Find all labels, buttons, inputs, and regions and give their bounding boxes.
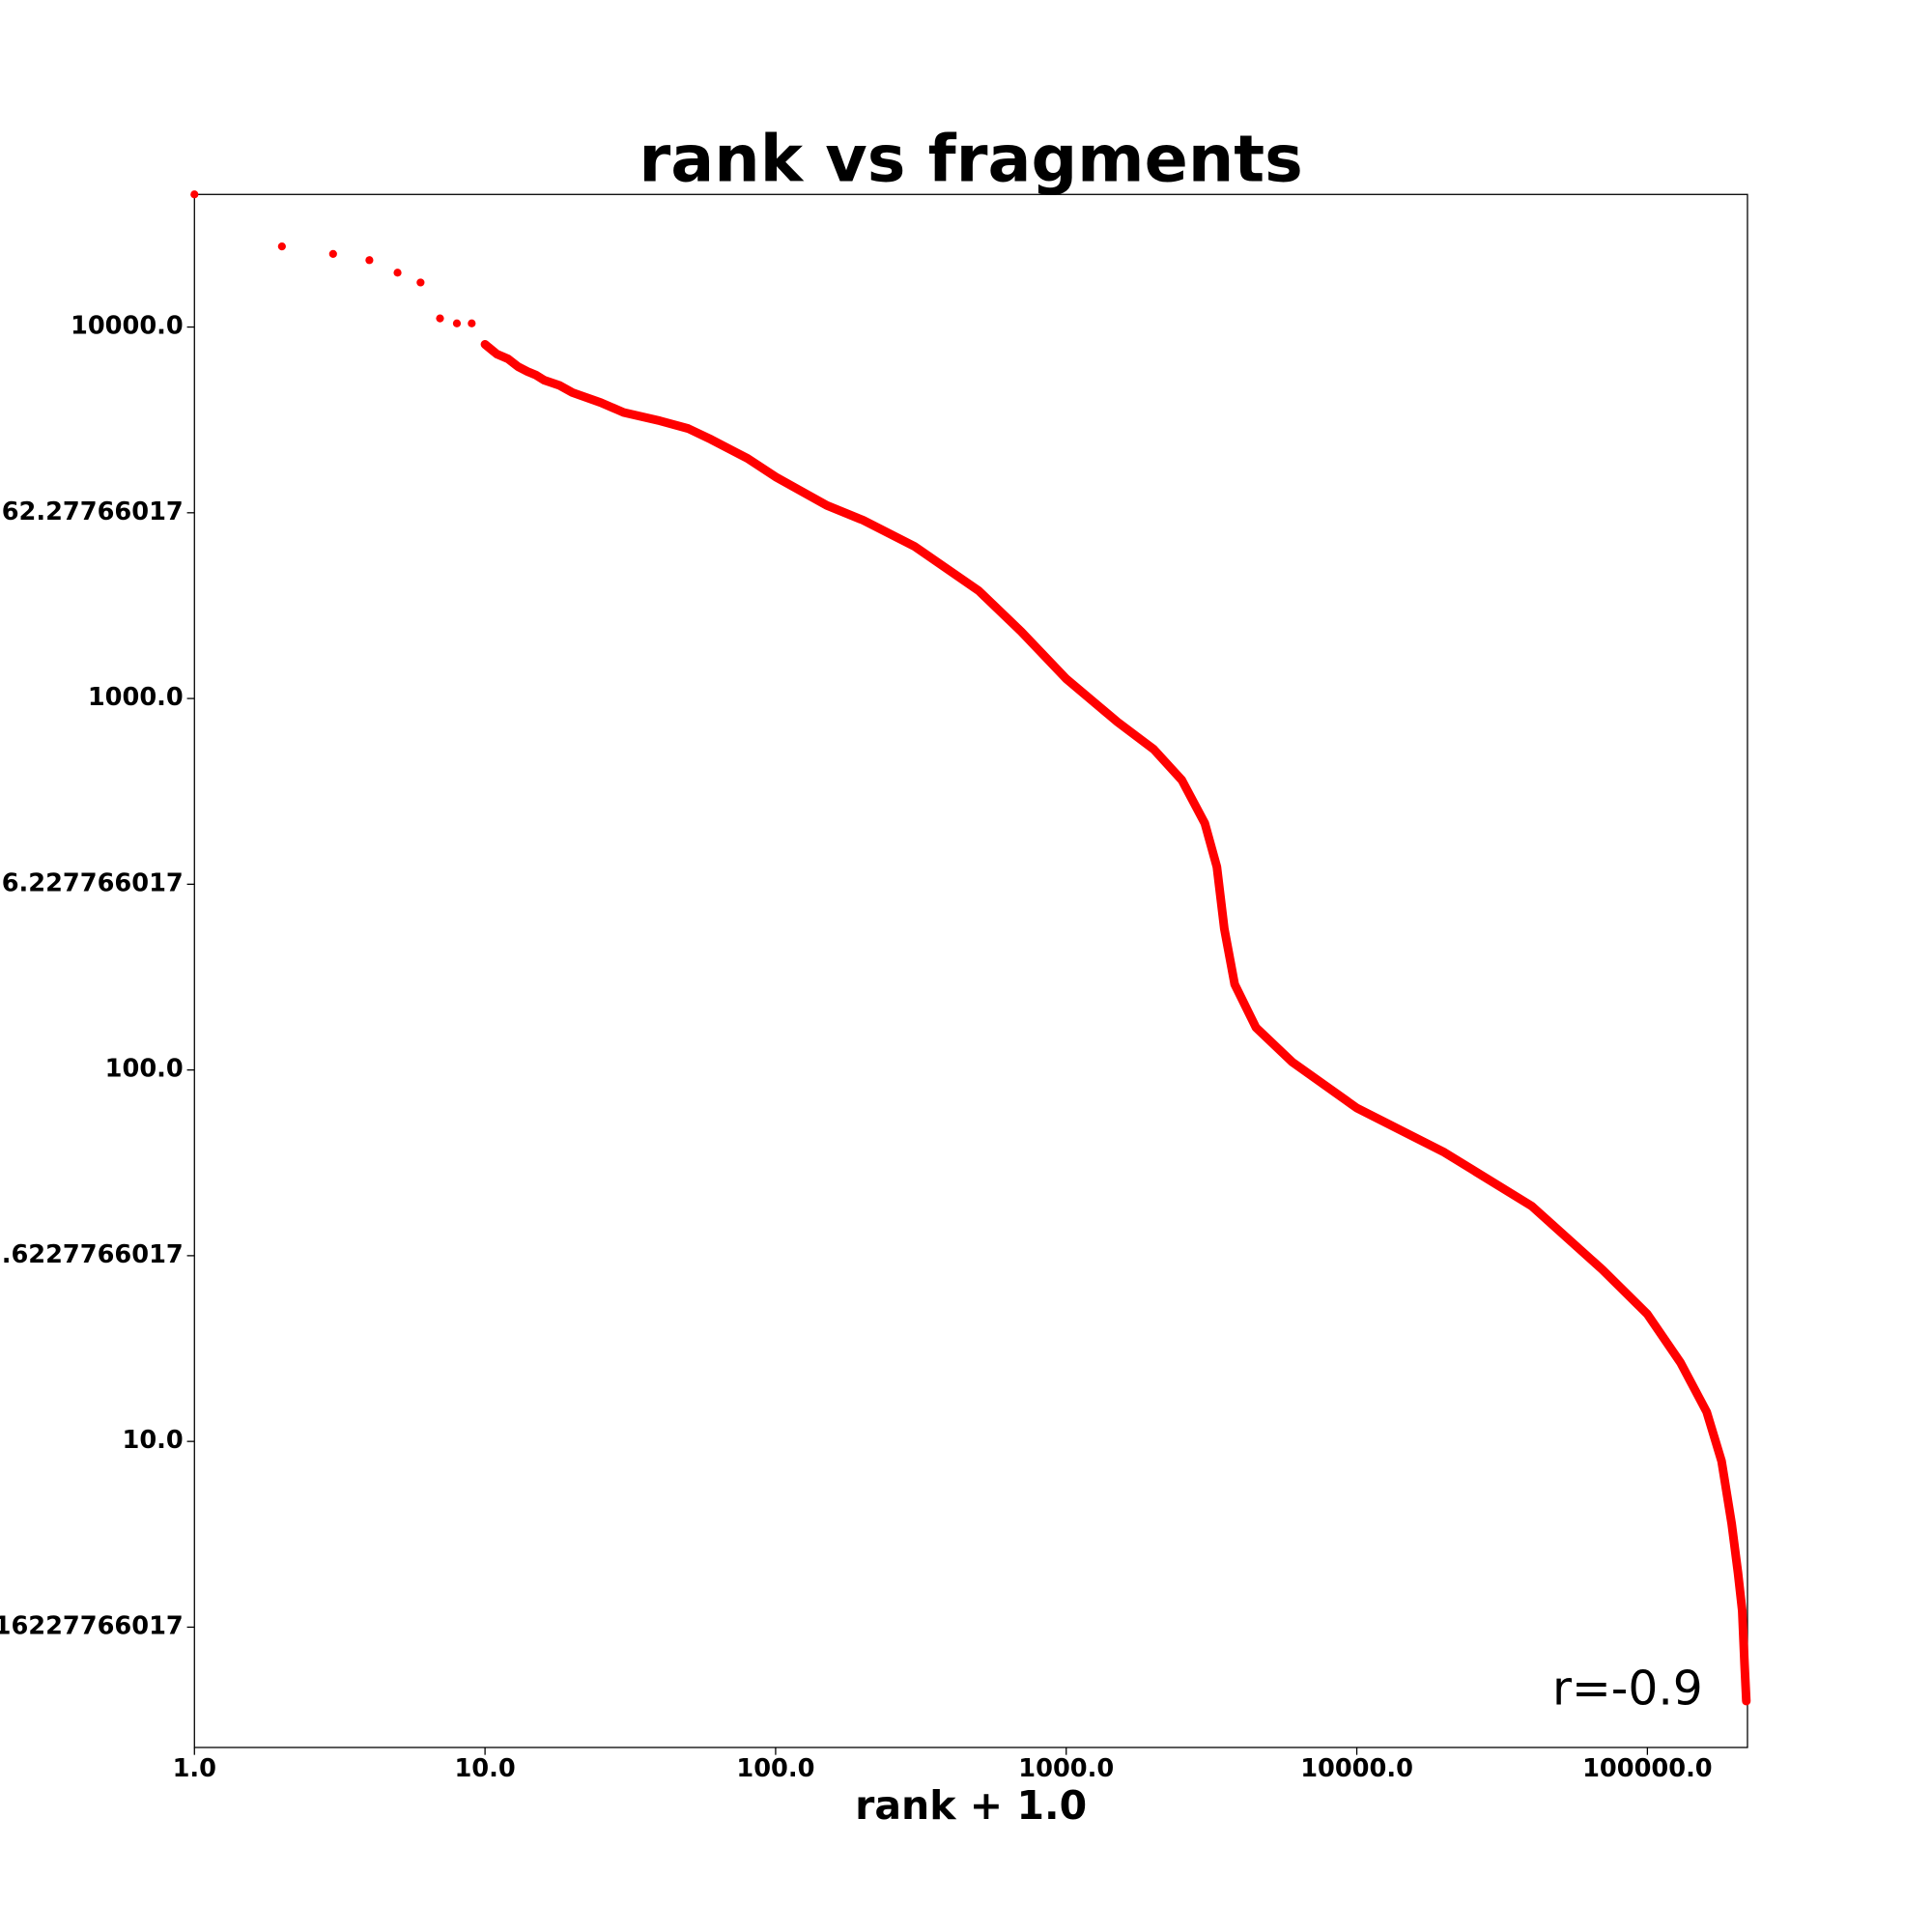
point: [1252, 1023, 1261, 1032]
point: [514, 362, 523, 371]
point: [910, 542, 919, 551]
point: [1676, 1358, 1685, 1367]
point: [523, 367, 532, 376]
point: [493, 350, 501, 358]
x-tick-label: 10.0: [454, 1754, 515, 1783]
point: [1440, 1148, 1449, 1157]
point: [1738, 1606, 1747, 1615]
point: [1201, 819, 1209, 828]
point: [393, 269, 402, 277]
point: [554, 381, 563, 389]
x-tick-label: 1000.0: [1018, 1754, 1114, 1783]
point: [1742, 1696, 1750, 1706]
point: [416, 278, 425, 287]
point: [975, 586, 983, 595]
point: [452, 319, 462, 327]
point: [1527, 1202, 1536, 1210]
point: [684, 424, 693, 433]
point: [1231, 980, 1239, 989]
x-tick-label: 100.0: [736, 1754, 814, 1783]
point: [436, 314, 444, 323]
data-curve: [480, 340, 1751, 1706]
point: [277, 242, 286, 251]
point: [540, 376, 549, 384]
point: [1643, 1310, 1652, 1319]
point: [531, 371, 541, 380]
y-tick-label: 1000.0: [88, 683, 184, 712]
point: [468, 319, 476, 327]
point: [596, 398, 605, 407]
plot-frame: [193, 193, 1748, 1748]
point: [1150, 745, 1158, 753]
x-axis-label: rank + 1.0: [855, 1782, 1087, 1829]
point: [1017, 627, 1026, 636]
point: [619, 408, 628, 417]
point: [707, 435, 716, 444]
point: [1113, 718, 1122, 726]
x-tick-label: 100000.0: [1582, 1754, 1713, 1783]
point: [1178, 776, 1186, 784]
annotation: r=-0.9: [1552, 1662, 1703, 1716]
point: [1062, 674, 1070, 683]
point: [822, 501, 831, 510]
point: [1734, 1569, 1743, 1577]
point: [1352, 1103, 1361, 1113]
point: [328, 249, 337, 259]
y-tick-label: 31.6227766017: [0, 1240, 184, 1269]
point: [1212, 863, 1221, 871]
x-tick-label: 10000.0: [1300, 1754, 1413, 1783]
point: [480, 340, 490, 349]
point: [1598, 1265, 1606, 1274]
point: [1718, 1457, 1726, 1465]
x-tick-label: 1.0: [173, 1754, 216, 1783]
point: [1220, 924, 1229, 933]
y-tick-label: 10000.0: [71, 312, 184, 341]
point: [656, 416, 665, 425]
point: [771, 472, 781, 481]
y-tick-label: 3162.27766017: [0, 497, 184, 526]
y-tick-label: 100.0: [105, 1055, 184, 1084]
point: [503, 355, 513, 363]
point: [1288, 1058, 1296, 1066]
point: [1727, 1520, 1736, 1528]
point: [568, 388, 577, 397]
point: [1740, 1661, 1749, 1669]
point: [859, 516, 867, 525]
point: [1702, 1407, 1711, 1416]
point: [365, 256, 374, 265]
y-tick-label: 10.0: [123, 1426, 184, 1455]
y-tick-label: 3.16227766017: [0, 1611, 184, 1640]
point: [190, 190, 199, 199]
chart-title: rank vs fragments: [639, 121, 1302, 196]
point: [743, 454, 752, 463]
y-tick-label: 316.227766017: [0, 868, 184, 897]
